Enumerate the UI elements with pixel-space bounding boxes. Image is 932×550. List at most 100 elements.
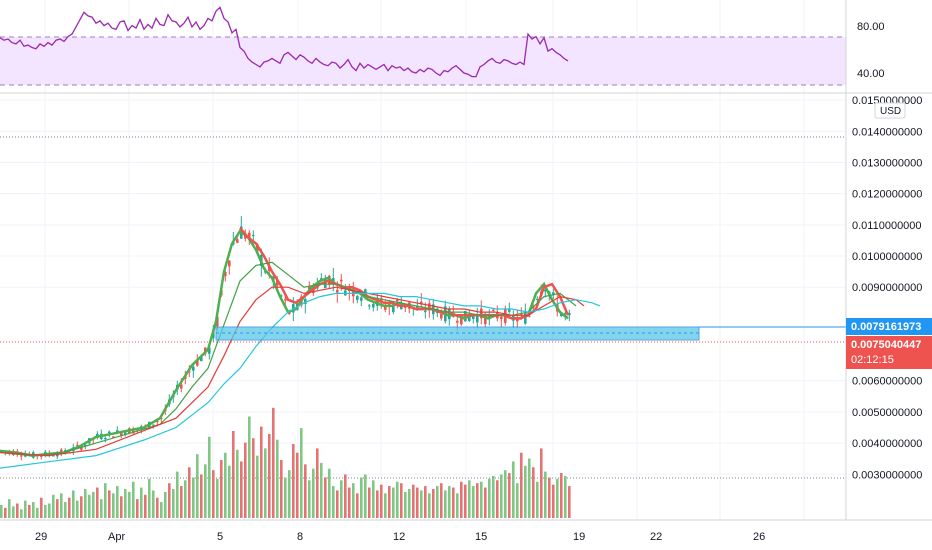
volume-bar: [352, 483, 355, 518]
volume-bar: [212, 470, 215, 518]
volume-bar: [380, 484, 383, 518]
volume-bar: [344, 474, 347, 518]
volume-bar: [92, 491, 95, 518]
volume-bar: [312, 468, 315, 518]
volume-bar: [332, 486, 335, 518]
price-axis[interactable]: 0.01500000000.01400000000.01300000000.01…: [852, 95, 922, 481]
candle-body: [480, 308, 483, 319]
volume-bar: [220, 460, 223, 518]
volume-bar: [456, 493, 459, 518]
volume-bar: [4, 507, 7, 518]
time-tick-label: 15: [475, 531, 487, 543]
volume-bar: [428, 493, 431, 518]
candle-body: [492, 309, 495, 311]
volume-bar: [472, 486, 475, 518]
volume-bar: [564, 475, 567, 518]
candle-body: [108, 431, 111, 434]
currency-label-box[interactable]: USD: [874, 102, 906, 119]
candle-body: [236, 239, 239, 243]
candle-body: [104, 438, 107, 440]
volume-bar: [84, 489, 87, 518]
candle-body: [428, 303, 431, 311]
volume-bar: [20, 509, 23, 518]
volume-bar: [256, 455, 259, 518]
volume-bar: [28, 504, 31, 518]
time-axis[interactable]: 29 Apr 5 8 12 15 19 22 26: [35, 531, 765, 543]
time-tick-label: Apr: [108, 531, 125, 543]
volume-bar: [124, 489, 127, 518]
volume-bar: [364, 474, 367, 518]
rsi-tick-label: 80.00: [857, 21, 885, 33]
volume-bar: [376, 490, 379, 518]
candle-body: [248, 232, 251, 238]
volume-bar: [156, 497, 159, 518]
volume-bar: [444, 490, 447, 518]
volume-bar: [180, 486, 183, 518]
volume-bar: [188, 467, 191, 518]
candle-body: [216, 316, 219, 327]
volume-bar: [480, 481, 483, 518]
rsi-axis[interactable]: 80.00 40.00: [857, 21, 885, 80]
volume-bar: [60, 493, 63, 518]
volume-bar: [216, 478, 219, 518]
volume-bar: [16, 503, 19, 518]
volume-bar: [276, 439, 279, 518]
candle-body: [360, 297, 363, 301]
volume-bar: [48, 503, 51, 518]
volume-bar: [12, 506, 15, 518]
candle-body: [308, 286, 311, 290]
volume-bar: [496, 480, 499, 518]
volume-bar: [404, 491, 407, 518]
volume-bar: [516, 483, 519, 518]
volume-bar: [160, 502, 163, 518]
volume-bar: [112, 493, 115, 518]
time-tick-label: 26: [753, 531, 765, 543]
candle-body: [276, 279, 279, 286]
rsi-band: [0, 37, 846, 85]
volume-bar: [80, 496, 83, 518]
volume-bar: [504, 470, 507, 518]
volume-bar: [280, 460, 283, 518]
volume-bar: [76, 500, 79, 518]
candle-body: [508, 309, 511, 312]
candle-body: [228, 260, 231, 267]
candle-body: [52, 455, 55, 457]
volume-bar: [408, 489, 411, 518]
volume-bar: [232, 431, 235, 518]
volume-bar: [172, 489, 175, 518]
volume-bar: [524, 465, 527, 518]
time-tick-label: 22: [650, 531, 662, 543]
candle-body: [76, 444, 79, 446]
candle-body: [180, 384, 183, 389]
volume-bar: [356, 493, 359, 518]
time-tick-label: 12: [393, 531, 405, 543]
volume-bar: [128, 491, 131, 518]
volume-bar: [260, 426, 263, 518]
candle-body: [188, 371, 191, 373]
volume-bar: [244, 442, 247, 518]
volume-bar: [36, 507, 39, 518]
candle-body: [156, 421, 159, 423]
volume-bar: [400, 483, 403, 518]
volume-bar: [460, 481, 463, 518]
candle-body: [208, 347, 211, 354]
volume-bar: [528, 458, 531, 518]
countdown-text: 02:12:15: [851, 354, 894, 366]
volume-bar: [556, 478, 559, 518]
volume-bar: [196, 454, 199, 518]
current-price-tag: 0.0075040447 02:12:15: [846, 336, 932, 369]
volume-bar: [308, 480, 311, 518]
candle-body: [392, 305, 395, 313]
volume-bar: [324, 477, 327, 518]
candle-body: [192, 366, 195, 371]
volume-bar: [52, 494, 55, 518]
volume-bar: [252, 438, 255, 518]
candle-body: [120, 432, 123, 436]
candle-body: [544, 289, 547, 292]
candle-body: [484, 313, 487, 325]
price-tick-label: 0.0130000000: [852, 157, 922, 169]
volume-bar: [104, 483, 107, 518]
volume-bar: [440, 483, 443, 518]
volume-bar: [32, 502, 35, 518]
